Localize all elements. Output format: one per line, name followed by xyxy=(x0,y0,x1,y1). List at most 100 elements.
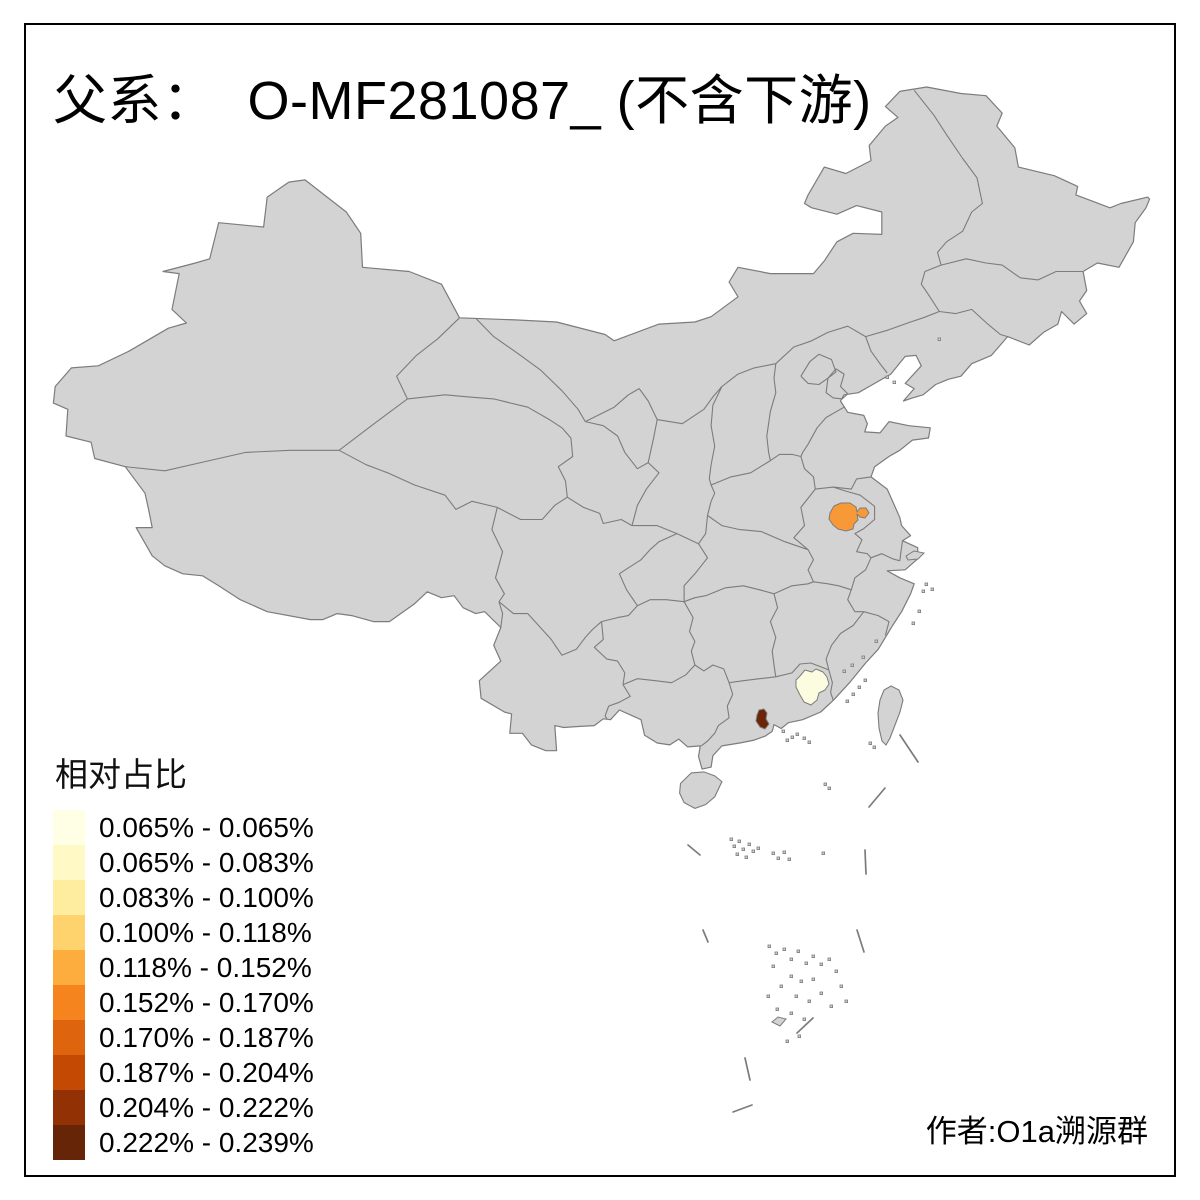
island-dot xyxy=(799,979,803,983)
island-dot xyxy=(885,375,889,379)
island-dot xyxy=(735,852,739,856)
island-dot xyxy=(781,729,785,733)
province-border xyxy=(899,540,904,561)
legend-swatch xyxy=(53,810,85,845)
legend-row: 0.065% - 0.083% xyxy=(53,845,314,880)
island-dot xyxy=(829,1004,833,1008)
island-dot xyxy=(795,732,799,736)
legend-swatch xyxy=(53,915,85,950)
province-border xyxy=(407,394,574,498)
province-border xyxy=(825,368,849,400)
legend-row: 0.222% - 0.239% xyxy=(53,1125,314,1160)
island-dot xyxy=(911,621,915,625)
island-dot xyxy=(744,855,748,859)
island-dot xyxy=(807,740,811,744)
sea-boundary-dash xyxy=(856,929,865,953)
island-dot xyxy=(774,951,778,955)
province-border xyxy=(601,605,638,623)
island-dot xyxy=(850,663,854,667)
legend-swatch xyxy=(53,845,85,880)
legend-swatch xyxy=(53,880,85,915)
province-border xyxy=(847,589,864,613)
province-border xyxy=(865,336,888,374)
island-dot xyxy=(737,839,741,843)
legend-class-label: 0.065% - 0.083% xyxy=(99,847,314,878)
province-border xyxy=(637,599,685,607)
province-border xyxy=(622,664,696,686)
province-border xyxy=(498,601,504,628)
island-dot xyxy=(797,1034,801,1038)
legend-swatch xyxy=(53,1125,85,1160)
sea-boundary-dash xyxy=(899,734,919,763)
island-dot xyxy=(930,587,934,591)
province-border xyxy=(125,449,340,472)
island-dot xyxy=(924,582,928,586)
taiwan-island xyxy=(877,685,904,746)
island-dot xyxy=(845,699,849,703)
province-border xyxy=(632,515,709,545)
sea-boundary-dash xyxy=(796,1017,814,1034)
province-border xyxy=(585,388,658,470)
legend-swatch xyxy=(53,950,85,985)
island-dot xyxy=(785,738,789,742)
province-border xyxy=(828,669,834,701)
hainan-island xyxy=(679,771,723,810)
province-border xyxy=(800,353,837,386)
province-border xyxy=(604,684,631,720)
island-dot xyxy=(811,977,815,981)
sea-boundary-dash xyxy=(687,844,701,856)
legend-row: 0.170% - 0.187% xyxy=(53,1020,314,1055)
legend-row: 0.187% - 0.204% xyxy=(53,1055,314,1090)
province-border xyxy=(475,317,586,422)
island-dot xyxy=(771,964,775,968)
province-border xyxy=(498,601,602,656)
province-border xyxy=(338,398,408,451)
legend-class-label: 0.187% - 0.204% xyxy=(99,1057,314,1088)
island-dot xyxy=(771,851,775,855)
island-dot xyxy=(789,957,793,961)
island-dot xyxy=(802,736,806,740)
province-border xyxy=(940,258,1084,281)
legend-class-label: 0.118% - 0.152% xyxy=(99,952,312,983)
sea-boundary-dash xyxy=(702,929,709,943)
legend-row: 0.065% - 0.065% xyxy=(53,810,314,845)
island-dot xyxy=(921,589,925,593)
legend-row: 0.083% - 0.100% xyxy=(53,880,314,915)
province-border xyxy=(683,543,709,602)
province-border xyxy=(870,553,900,562)
island-dot xyxy=(827,957,831,961)
highlight-region-3 xyxy=(755,708,770,730)
island-dot xyxy=(839,984,843,988)
province-border xyxy=(769,593,779,677)
island-dot xyxy=(756,846,760,850)
province-border xyxy=(694,664,730,683)
legend-title: 相对占比 xyxy=(55,756,187,793)
island-dot xyxy=(782,850,786,854)
island-dot xyxy=(834,969,838,973)
province-border xyxy=(657,386,723,425)
province-border xyxy=(850,557,872,590)
legend-class-label: 0.204% - 0.222% xyxy=(99,1092,314,1123)
island-dot xyxy=(782,947,786,951)
legend-class-label: 0.100% - 0.118% xyxy=(99,917,312,948)
province-border xyxy=(683,595,706,603)
province-border xyxy=(593,621,626,685)
legend-swatch xyxy=(53,985,85,1020)
island-dot xyxy=(741,847,745,851)
sea-boundary-dash xyxy=(868,787,886,808)
island-dot xyxy=(767,944,771,948)
island-dot xyxy=(917,609,921,613)
island-dot xyxy=(863,678,867,682)
province-border xyxy=(721,363,776,387)
island-dot xyxy=(729,837,733,841)
province-border xyxy=(567,496,633,527)
legend-swatch xyxy=(53,1055,85,1090)
island-dot xyxy=(861,655,865,659)
sea-boundary-dash xyxy=(744,1057,751,1081)
province-border xyxy=(775,662,829,678)
province-border xyxy=(813,581,852,591)
island-dot xyxy=(776,856,780,860)
island-dot xyxy=(794,994,798,998)
island-dot xyxy=(823,782,827,786)
legend-swatch xyxy=(53,1090,85,1125)
